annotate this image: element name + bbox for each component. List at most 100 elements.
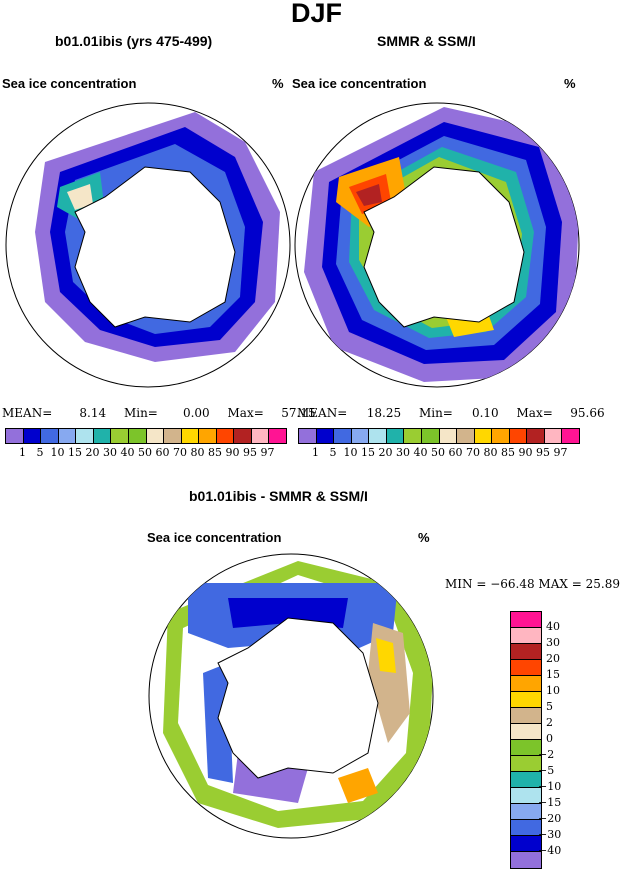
panel-1-weddell-peak (67, 184, 93, 210)
panel-2-weddell-peak (356, 184, 382, 206)
diff-panel-stats: MIN = −66.48 MAX = 25.89 (445, 577, 620, 591)
panel-1-colorbar-swatch (41, 429, 59, 443)
panel-1-colorbar-tick-label: 60 (155, 446, 170, 459)
panel-2-colorbar-swatch (527, 429, 545, 443)
diff-panel-east-peak (376, 638, 396, 673)
panel-1-colorbar (5, 428, 287, 444)
panel-1-colorbar-tick-label: 95 (243, 446, 257, 459)
diff-panel-polar-map (148, 553, 434, 839)
panel-2-max-value: 95.66 (570, 406, 605, 420)
panel-2-colorbar-swatch (474, 429, 493, 443)
diff-panel-units: % (418, 530, 430, 545)
panel-1-colorbar-tick-label: 5 (36, 446, 44, 459)
diff-colorbar (510, 611, 542, 869)
panel-2-colorbar-tick-label: 20 (378, 446, 393, 459)
diff-colorbar-swatch (511, 660, 541, 676)
diff-colorbar-tick-label: 15 (546, 668, 560, 681)
panel-1-stats: MEAN= 8.14 Min= 0.00 Max= 57.15 (2, 406, 316, 420)
diff-colorbar-swatch (511, 644, 541, 660)
panel-2-mean-value: 18.25 (366, 406, 402, 420)
panel-1-colorbar-tick-label: 90 (225, 446, 240, 459)
panel-2-colorbar-swatch (562, 429, 579, 443)
panel-1-colorbar-tick-label: 40 (120, 446, 135, 459)
diff-colorbar-swatch (511, 612, 541, 628)
diff-colorbar-swatch (511, 628, 541, 644)
panel-2-colorbar-labels: 1 5 10 15 20 30 40 50 60 70 80 85 90 95 97 (298, 446, 578, 460)
diff-panel-title: b01.01ibis - SMMR & SSM/I (189, 488, 368, 504)
diff-colorbar-tick-label: −10 (538, 780, 562, 793)
panel-1-colorbar-swatch (269, 429, 286, 443)
diff-colorbar-tick-label: −5 (538, 764, 555, 777)
panel-2-title: SMMR & SSM/I (377, 33, 476, 49)
diff-colorbar-tick-label: 10 (546, 684, 560, 697)
panel-1-colorbar-tick-label: 1 (19, 446, 26, 459)
panel-1-colorbar-swatch (93, 429, 112, 443)
panel-2-colorbar-tick-label: 10 (343, 446, 358, 459)
diff-colorbar-tick-label: 5 (546, 700, 553, 713)
panel-2-colorbar-tick-label: 5 (329, 446, 337, 459)
diff-colorbar-labels: 40 30 20 15 10 5 2 0 −2 −5 −10 −15 −20 −30 −40 (538, 611, 606, 857)
panel-2-colorbar-swatch (386, 429, 405, 443)
panel-1-max-label: Max= (227, 406, 264, 420)
panel-1-colorbar-tick-label: 50 (138, 446, 152, 459)
panel-1-min-value: 0.00 (182, 406, 210, 420)
panel-2-stats: MEAN= 18.25 Min= 0.10 Max= 95.66 (297, 406, 605, 420)
panel-1-title: b01.01ibis (yrs 475-499) (55, 33, 213, 49)
diff-colorbar-tick-label: −2 (538, 748, 555, 761)
panel-1-units: % (272, 76, 284, 91)
diff-colorbar-tick-label: −40 (538, 844, 562, 857)
diff-colorbar-tick-label: −20 (538, 812, 562, 825)
diff-colorbar-swatch (511, 708, 541, 724)
panel-2-colorbar-tick-label: 1 (312, 446, 319, 459)
panel-1-colorbar-tick-label: 85 (208, 446, 222, 459)
panel-2-colorbar-swatch (299, 429, 317, 443)
panel-1-colorbar-swatch (6, 429, 24, 443)
diff-colorbar-tick-label: 20 (546, 652, 560, 665)
panel-2-colorbar-swatch (369, 429, 387, 443)
diff-colorbar-swatch (511, 820, 541, 836)
panel-1-colorbar-tick-label: 15 (68, 446, 82, 459)
panel-1-colorbar-swatch (181, 429, 200, 443)
panel-2-colorbar-swatch (404, 429, 422, 443)
diff-colorbar-swatch (511, 740, 541, 756)
panel-2-min-label: Min= (418, 406, 453, 420)
panel-2-min-value: 0.10 (471, 406, 499, 420)
panel-2-colorbar-swatch (457, 429, 475, 443)
diff-panel-variable-label: Sea ice concentration (147, 530, 282, 545)
main-title: DJF (290, 0, 342, 28)
panel-2-colorbar-swatch (421, 429, 440, 443)
panel-1-mean-label: MEAN= (2, 406, 53, 420)
panel-1-polar-map (5, 102, 291, 388)
diff-colorbar-tick-label: −15 (538, 796, 562, 809)
panel-1-colorbar-swatch (58, 429, 77, 443)
panel-2-colorbar-tick-label: 40 (413, 446, 428, 459)
panel-2-colorbar-swatch (544, 429, 563, 443)
diff-colorbar-swatch (511, 772, 541, 788)
panel-1-colorbar-swatch (128, 429, 147, 443)
panel-2-units: % (564, 76, 576, 91)
panel-1-colorbar-tick-label: 80 (190, 446, 205, 459)
diff-colorbar-tick-label: 2 (546, 716, 553, 729)
panel-2-colorbar-swatch (509, 429, 528, 443)
diff-panel-weddell-strong-negative (228, 598, 348, 628)
panel-2-colorbar-swatch (351, 429, 370, 443)
diff-colorbar-tick-label: 30 (546, 636, 560, 649)
panel-1-antarctica-outline (74, 166, 236, 328)
panel-2-colorbar-swatch (316, 429, 335, 443)
diff-colorbar-swatch (511, 788, 541, 804)
panel-1-max-value: 57.15 (281, 406, 316, 420)
panel-1-colorbar-swatch (164, 429, 182, 443)
diff-colorbar-tick-label: 40 (546, 620, 560, 633)
diff-panel-ross-positive (338, 768, 378, 803)
panel-2-antarctica-outline (363, 166, 525, 328)
panel-2-colorbar-tick-label: 95 (536, 446, 550, 459)
diff-colorbar-swatch (511, 836, 541, 852)
panel-1-colorbar-labels: 1 5 10 15 20 30 40 50 60 70 80 85 90 95 97 (5, 446, 285, 460)
panel-2-colorbar-tick-label: 30 (396, 446, 410, 459)
panel-1-colorbar-tick-label: 70 (173, 446, 187, 459)
diff-colorbar-swatch (511, 676, 541, 692)
panel-1-mean-value: 8.14 (79, 406, 107, 420)
panel-1-colorbar-swatch (146, 429, 165, 443)
diff-colorbar-tick-label: −30 (538, 828, 562, 841)
panel-2-polar-map (294, 102, 580, 388)
